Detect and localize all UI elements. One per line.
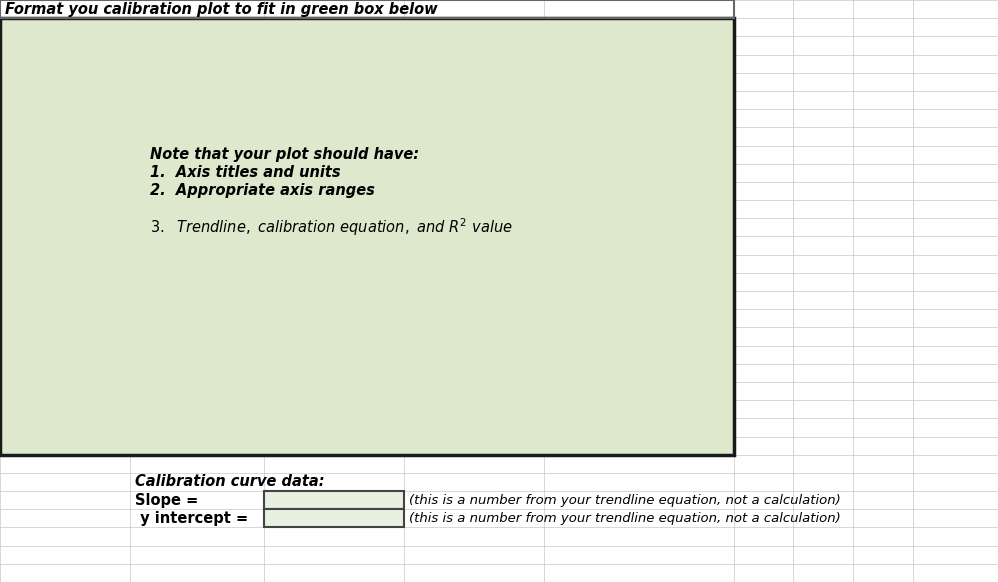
Bar bbox=[264, 509, 404, 527]
Text: 1.  Axis titles and units: 1. Axis titles and units bbox=[150, 165, 340, 180]
Text: y intercept =: y intercept = bbox=[135, 511, 248, 526]
Bar bbox=[0, 18, 734, 455]
Text: Format you calibration plot to fit in green box below: Format you calibration plot to fit in gr… bbox=[5, 2, 437, 17]
Text: (this is a number from your trendline equation, not a calculation): (this is a number from your trendline eq… bbox=[409, 494, 841, 507]
Text: 2.  Appropriate axis ranges: 2. Appropriate axis ranges bbox=[150, 183, 374, 198]
Text: (this is a number from your trendline equation, not a calculation): (this is a number from your trendline eq… bbox=[409, 512, 841, 525]
Text: Note that your plot should have:: Note that your plot should have: bbox=[150, 147, 419, 162]
Text: Calibration curve data:: Calibration curve data: bbox=[135, 474, 324, 489]
Bar bbox=[0, 0, 734, 18]
Text: Slope =: Slope = bbox=[135, 492, 198, 508]
Bar bbox=[264, 491, 404, 509]
Text: $\mathbf{\mathit{3.\ \ Trendline,\ calibration\ equation,\ and\ R^{2}\ value}}$: $\mathbf{\mathit{3.\ \ Trendline,\ calib… bbox=[150, 217, 513, 238]
